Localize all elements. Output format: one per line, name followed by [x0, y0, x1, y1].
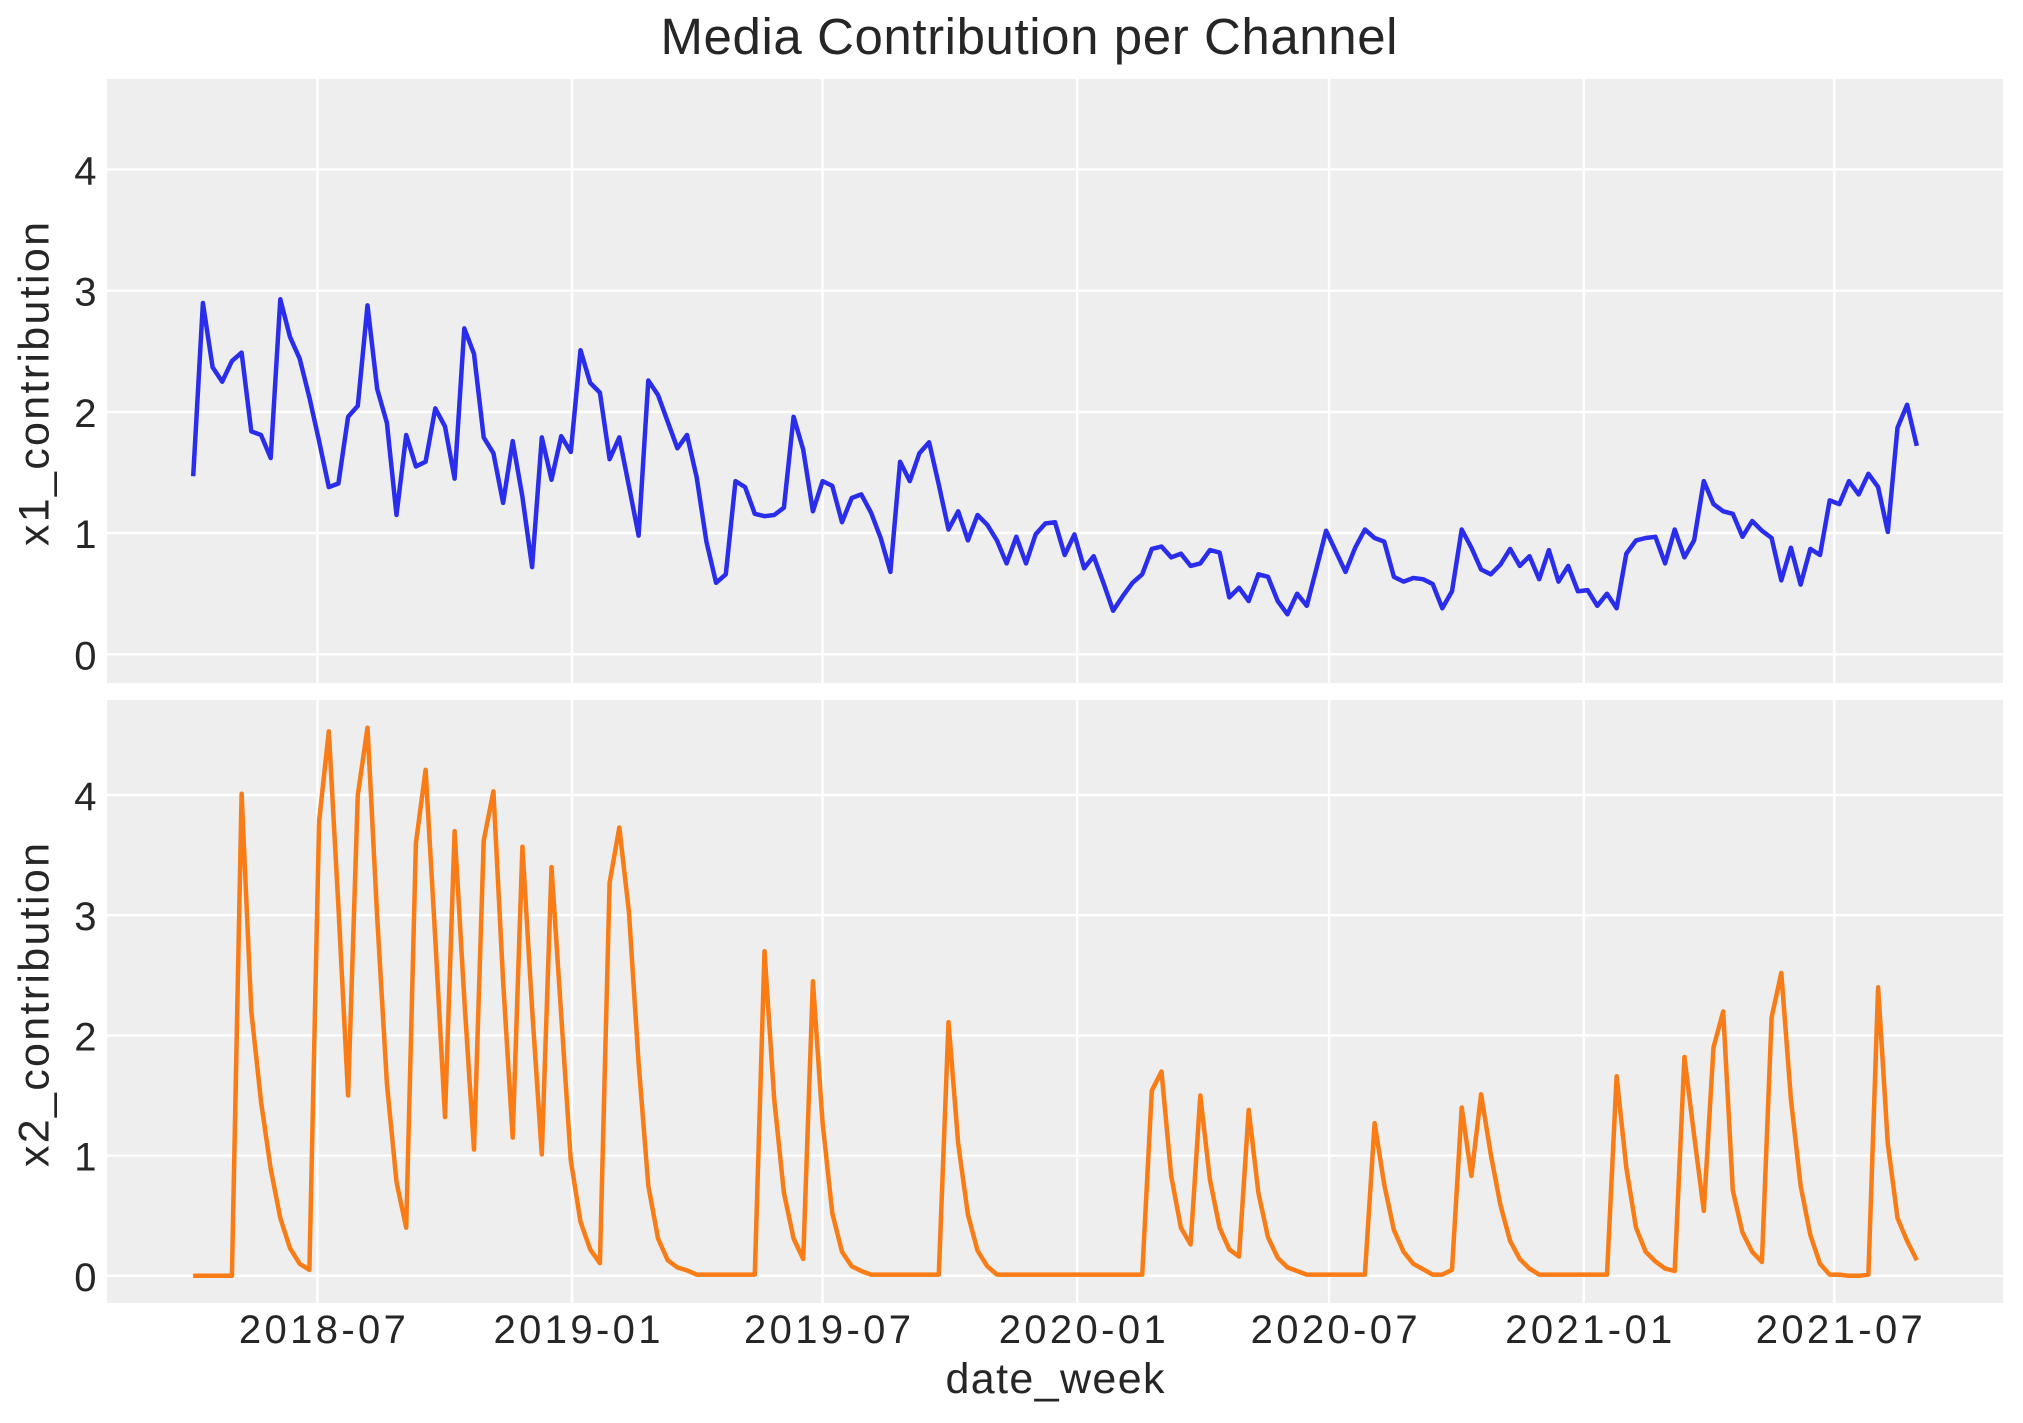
svg-text:2020-01: 2020-01: [999, 1308, 1166, 1352]
svg-text:date_week: date_week: [946, 1355, 1166, 1403]
svg-text:Media Contribution per Channel: Media Contribution per Channel: [661, 8, 1398, 65]
svg-text:x2_contribution: x2_contribution: [11, 843, 59, 1167]
svg-text:0: 0: [74, 634, 96, 678]
svg-text:2019-01: 2019-01: [494, 1308, 661, 1352]
svg-text:4: 4: [74, 775, 96, 819]
svg-text:2: 2: [74, 1015, 96, 1059]
svg-text:1: 1: [74, 513, 96, 557]
svg-text:2018-07: 2018-07: [239, 1308, 406, 1352]
svg-text:x1_contribution: x1_contribution: [11, 222, 59, 546]
svg-text:2021-01: 2021-01: [1505, 1308, 1672, 1352]
svg-text:2019-07: 2019-07: [744, 1308, 911, 1352]
svg-text:3: 3: [74, 271, 96, 315]
svg-text:0: 0: [74, 1256, 96, 1300]
svg-text:2: 2: [74, 392, 96, 436]
svg-text:2021-07: 2021-07: [1756, 1308, 1923, 1352]
svg-text:4: 4: [74, 149, 96, 193]
svg-text:1: 1: [74, 1136, 96, 1180]
svg-text:3: 3: [74, 895, 96, 939]
svg-text:2020-07: 2020-07: [1251, 1308, 1418, 1352]
